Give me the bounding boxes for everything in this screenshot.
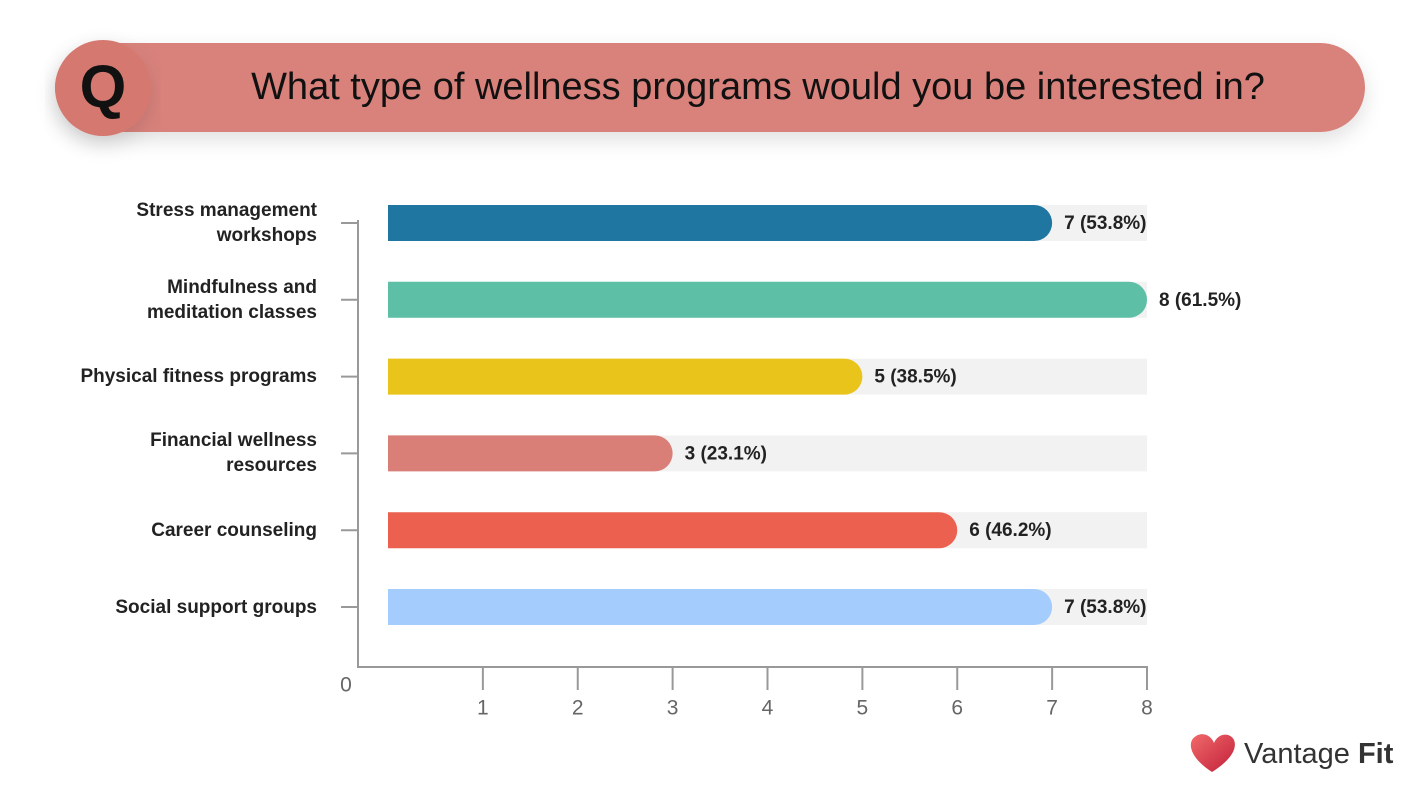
category-label: Stress management workshops: [136, 200, 317, 246]
badge: Q: [80, 53, 127, 120]
category-label: Financial wellness resources: [150, 430, 317, 477]
bar: [388, 589, 1053, 625]
value-label: 8 (61.5%): [1159, 290, 1241, 311]
x-tick-label: 6: [951, 697, 963, 720]
x-tick-label: 8: [1141, 697, 1153, 720]
value-label: 7 (53.8%): [1064, 213, 1146, 234]
category-label: Career counseling: [151, 519, 317, 541]
title-pill: [55, 43, 1365, 132]
brand-name: Vantage Fit: [1244, 738, 1394, 770]
x-tick-label: 1: [477, 697, 489, 720]
bar: [388, 205, 1053, 241]
brand-logo: [1190, 734, 1235, 772]
badge-circle: [55, 40, 151, 136]
x-tick-label: 3: [667, 697, 679, 720]
bar: [388, 281, 1147, 318]
bar: [388, 435, 673, 472]
value-label: 6 (46.2%): [969, 520, 1051, 541]
value-label: 3 (23.1%): [685, 443, 767, 464]
value-label: 7 (53.8%): [1064, 597, 1146, 618]
x-tick-label: 4: [762, 697, 774, 720]
bar: [388, 358, 863, 395]
bar: [388, 512, 958, 549]
x-tick-label: 5: [857, 697, 869, 720]
x-tick-label: 0: [340, 674, 352, 697]
category-label: Social support groups: [115, 596, 317, 618]
x-tick-label: 7: [1046, 697, 1058, 720]
category-label: Physical fitness programs: [80, 366, 317, 388]
brand-name-text: Vantage: [1244, 738, 1350, 770]
brand-emphasis: Fit: [1358, 738, 1394, 770]
value-label: 5 (38.5%): [874, 367, 956, 388]
chart-title: What type of wellness programs would you…: [251, 66, 1265, 108]
x-tick-label: 2: [572, 697, 584, 720]
category-label: Mindfulness and meditation classes: [146, 276, 317, 323]
